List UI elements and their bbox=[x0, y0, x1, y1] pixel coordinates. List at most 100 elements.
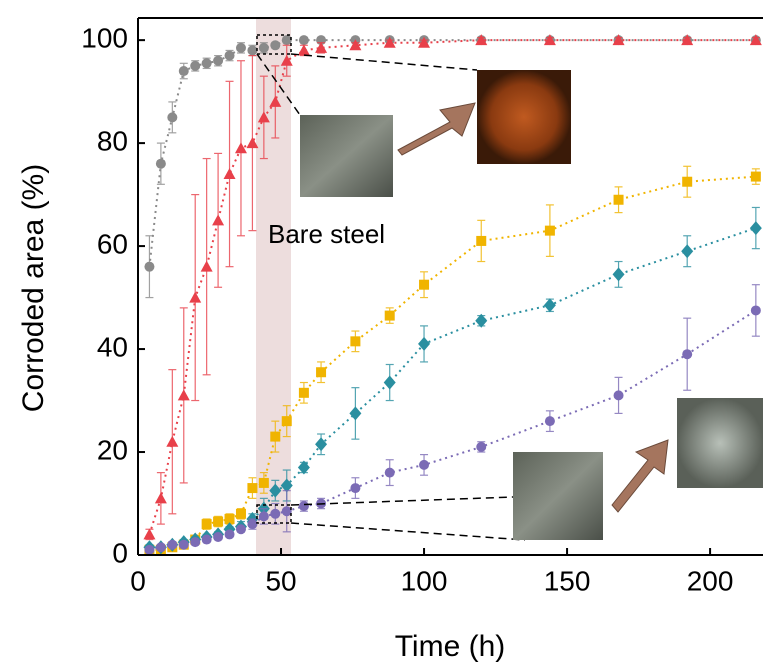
point bbox=[297, 44, 310, 56]
highlight-band bbox=[256, 18, 291, 555]
point bbox=[315, 41, 328, 53]
point bbox=[280, 54, 293, 66]
point bbox=[383, 375, 396, 390]
point bbox=[297, 460, 310, 475]
point bbox=[258, 477, 269, 488]
point bbox=[544, 225, 555, 236]
point bbox=[281, 506, 292, 517]
point bbox=[681, 244, 694, 259]
point bbox=[178, 66, 189, 77]
point bbox=[246, 137, 259, 149]
point bbox=[224, 50, 235, 61]
leader-line bbox=[290, 53, 478, 71]
point bbox=[270, 508, 281, 519]
arrow bbox=[611, 439, 669, 513]
point bbox=[476, 235, 487, 246]
point bbox=[144, 544, 155, 555]
x-tick-label: 0 bbox=[130, 565, 146, 596]
point bbox=[750, 305, 761, 316]
point bbox=[201, 534, 212, 545]
point bbox=[613, 194, 624, 205]
point bbox=[247, 483, 258, 494]
point bbox=[247, 45, 258, 56]
point bbox=[190, 537, 201, 548]
point bbox=[383, 36, 396, 48]
point bbox=[419, 279, 430, 290]
point bbox=[750, 171, 761, 182]
y-tick-label: 80 bbox=[97, 126, 128, 157]
point bbox=[223, 168, 236, 180]
point bbox=[315, 437, 328, 452]
point bbox=[235, 524, 246, 535]
point bbox=[681, 34, 694, 46]
inset-image bbox=[677, 398, 763, 488]
leader-line bbox=[290, 522, 526, 541]
point bbox=[212, 214, 225, 226]
zoom-box bbox=[256, 504, 292, 524]
point bbox=[298, 501, 309, 512]
inset-image bbox=[477, 70, 571, 164]
point bbox=[682, 176, 693, 187]
point bbox=[143, 528, 156, 540]
point bbox=[258, 511, 269, 522]
y-tick-label: 20 bbox=[97, 434, 128, 465]
y-axis-label: Corroded area (%) bbox=[17, 164, 50, 412]
point bbox=[258, 42, 269, 53]
point bbox=[235, 508, 246, 519]
point bbox=[213, 531, 224, 542]
point bbox=[418, 36, 431, 48]
point bbox=[224, 513, 235, 524]
y-tick-label: 60 bbox=[97, 228, 128, 259]
point bbox=[298, 35, 309, 46]
point bbox=[682, 349, 693, 360]
point bbox=[350, 483, 361, 494]
y-tick-label: 100 bbox=[81, 23, 128, 54]
x-tick-label: 50 bbox=[265, 565, 296, 596]
point bbox=[612, 34, 625, 46]
point bbox=[213, 55, 224, 66]
point bbox=[200, 260, 213, 272]
point bbox=[749, 221, 762, 236]
point bbox=[612, 267, 625, 282]
inset-image bbox=[300, 115, 393, 197]
point bbox=[269, 483, 282, 498]
point bbox=[247, 519, 258, 530]
point bbox=[544, 416, 555, 427]
point bbox=[224, 529, 235, 540]
point bbox=[384, 310, 395, 321]
point bbox=[543, 34, 556, 46]
point bbox=[269, 95, 282, 107]
point bbox=[167, 539, 178, 550]
point bbox=[280, 478, 293, 493]
point bbox=[384, 467, 395, 478]
point bbox=[155, 158, 166, 169]
point bbox=[154, 492, 167, 504]
point bbox=[613, 390, 624, 401]
point bbox=[235, 42, 246, 53]
point bbox=[281, 416, 292, 427]
point bbox=[189, 291, 202, 303]
point bbox=[298, 387, 309, 398]
point bbox=[155, 542, 166, 553]
point bbox=[349, 39, 362, 51]
point bbox=[257, 111, 270, 123]
series-line bbox=[148, 39, 756, 535]
point bbox=[190, 60, 201, 71]
point bbox=[475, 313, 488, 328]
point bbox=[476, 441, 487, 452]
point bbox=[234, 142, 247, 154]
y-tick-label: 40 bbox=[97, 331, 128, 362]
point bbox=[281, 35, 292, 46]
point bbox=[270, 40, 281, 51]
point bbox=[316, 367, 327, 378]
point bbox=[178, 539, 189, 550]
point bbox=[419, 459, 430, 470]
x-tick-label: 100 bbox=[401, 565, 448, 596]
point bbox=[201, 519, 212, 530]
point bbox=[543, 298, 556, 313]
x-tick-label: 150 bbox=[544, 565, 591, 596]
arrow bbox=[397, 102, 476, 156]
point bbox=[201, 58, 212, 69]
point bbox=[418, 336, 431, 351]
